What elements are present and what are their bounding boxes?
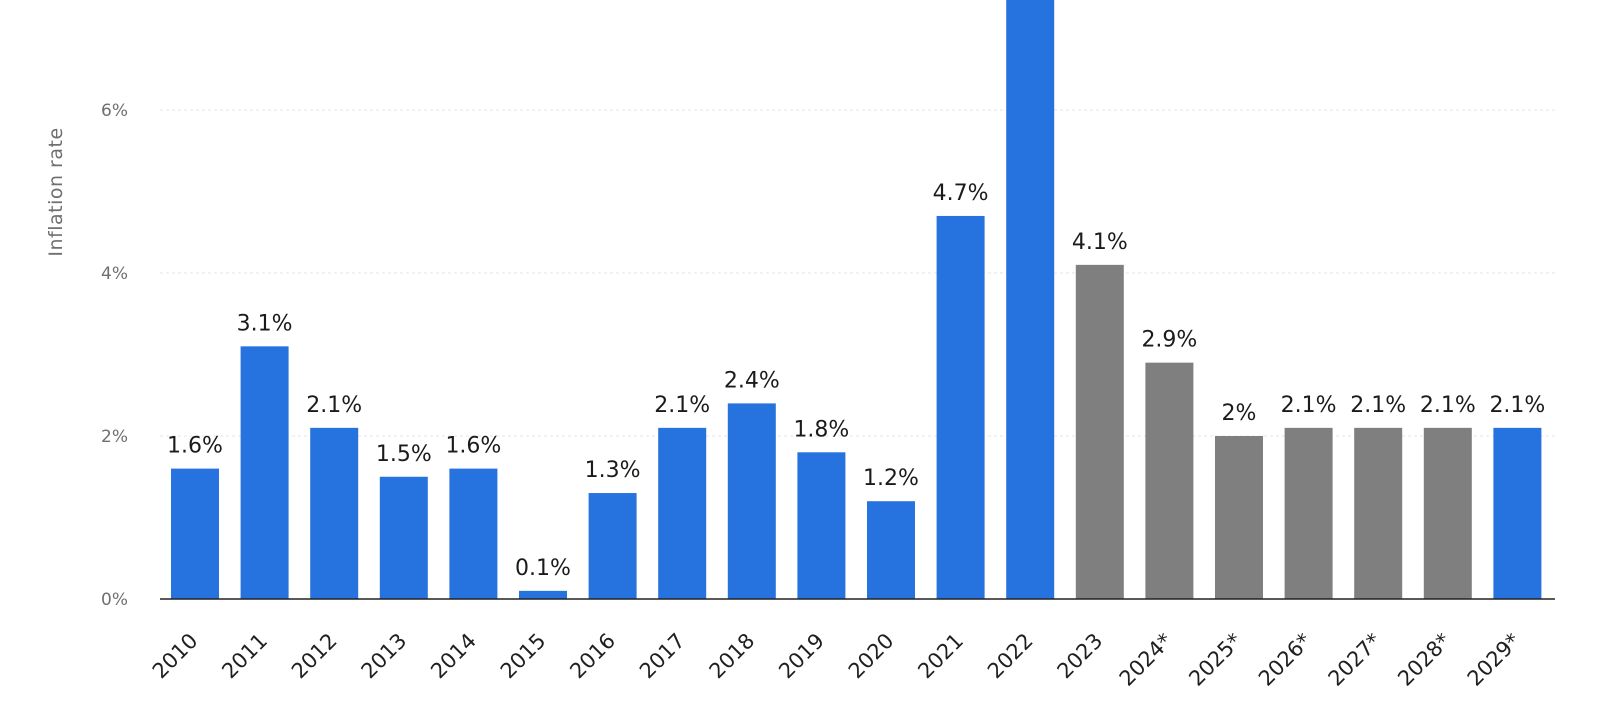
y-tick-label: 2% <box>101 427 128 447</box>
data-label: 3.1% <box>237 311 293 336</box>
x-axis: 2010 2011 2012 2013 2014 2015 2016 2017 2018 2019… <box>148 598 1555 691</box>
x-tick-label: 2013 <box>357 629 412 684</box>
bar-2019[interactable] <box>797 452 846 599</box>
data-label: 2.1% <box>1420 393 1476 418</box>
data-label: 2.1% <box>1350 393 1406 418</box>
y-tick-label: 4% <box>101 264 128 284</box>
data-label: 2.9% <box>1141 328 1197 353</box>
bar-2029[interactable] <box>1493 427 1542 599</box>
bar-layer <box>171 0 1542 599</box>
x-tick-label: 2020 <box>844 629 899 684</box>
data-label: 1.5% <box>376 442 432 467</box>
bar-2024[interactable] <box>1145 362 1194 599</box>
x-tick-label: 2017 <box>635 629 690 684</box>
data-label: 2.1% <box>654 393 710 418</box>
data-label: 1.8% <box>793 417 849 442</box>
bar-2023[interactable] <box>1075 264 1124 599</box>
data-label: 2.1% <box>1489 393 1545 418</box>
y-axis: 0% 2% 4% 6% <box>101 101 128 610</box>
data-label: 1.3% <box>585 458 641 483</box>
x-tick-label: 2015 <box>496 629 551 684</box>
x-tick-label: 2012 <box>287 629 342 684</box>
data-label: 4.7% <box>933 181 989 206</box>
data-label: 4.1% <box>1072 230 1128 255</box>
data-label-layer: 1.6% 3.1% 2.1% 1.5% 1.6% 0.1% 1.3% 2.1% 2.4% 1.8%… <box>167 181 1545 581</box>
bar-2014[interactable] <box>449 468 498 599</box>
grid-layer <box>160 109 1555 437</box>
x-tick-label: 2016 <box>565 629 620 684</box>
bar-2020[interactable] <box>867 501 915 599</box>
x-tick-label: 2021 <box>913 629 968 684</box>
data-label: 2.4% <box>724 368 780 393</box>
bar-2028[interactable] <box>1423 427 1472 599</box>
bar-2013[interactable] <box>379 476 428 599</box>
bar-2018[interactable] <box>727 403 776 599</box>
x-tick-label: 2025* <box>1184 629 1246 691</box>
x-tick-label: 2024* <box>1115 629 1177 691</box>
bar-2027[interactable] <box>1354 427 1403 599</box>
x-tick-label: 2018 <box>705 629 760 684</box>
x-tick-label: 2026* <box>1254 629 1316 691</box>
data-label: 0.1% <box>515 556 571 581</box>
data-label: 2% <box>1222 401 1257 426</box>
x-tick-label: 2011 <box>217 629 272 684</box>
bar-2022[interactable] <box>1006 0 1055 599</box>
x-tick-label: 2023 <box>1053 629 1108 684</box>
y-axis-title: Inflation rate <box>45 127 67 256</box>
bar-2021[interactable] <box>936 215 985 599</box>
bar-2011[interactable] <box>240 346 289 599</box>
data-label: 2.1% <box>1281 393 1337 418</box>
x-tick-label: 2028* <box>1393 629 1455 691</box>
bar-2017[interactable] <box>658 427 707 599</box>
bar-2016[interactable] <box>588 493 637 599</box>
x-tick-label: 2019 <box>774 629 829 684</box>
x-tick-label: 2022 <box>983 629 1038 684</box>
bar-2010[interactable] <box>171 468 219 599</box>
bar-2025[interactable] <box>1215 436 1263 599</box>
data-label: 2.1% <box>306 393 362 418</box>
data-label: 1.6% <box>445 434 501 459</box>
data-label: 1.6% <box>167 434 223 459</box>
bar-2012[interactable] <box>310 427 359 599</box>
x-tick-label: 2027* <box>1324 629 1386 691</box>
y-tick-label: 0% <box>101 590 128 610</box>
data-label: 1.2% <box>863 466 919 491</box>
x-tick-label: 2014 <box>426 629 481 684</box>
bar-2026[interactable] <box>1284 427 1333 599</box>
x-tick-label: 2010 <box>148 629 203 684</box>
y-tick-label: 6% <box>101 101 128 121</box>
bar-2015[interactable] <box>519 590 567 599</box>
x-tick-label: 2029* <box>1463 629 1525 691</box>
